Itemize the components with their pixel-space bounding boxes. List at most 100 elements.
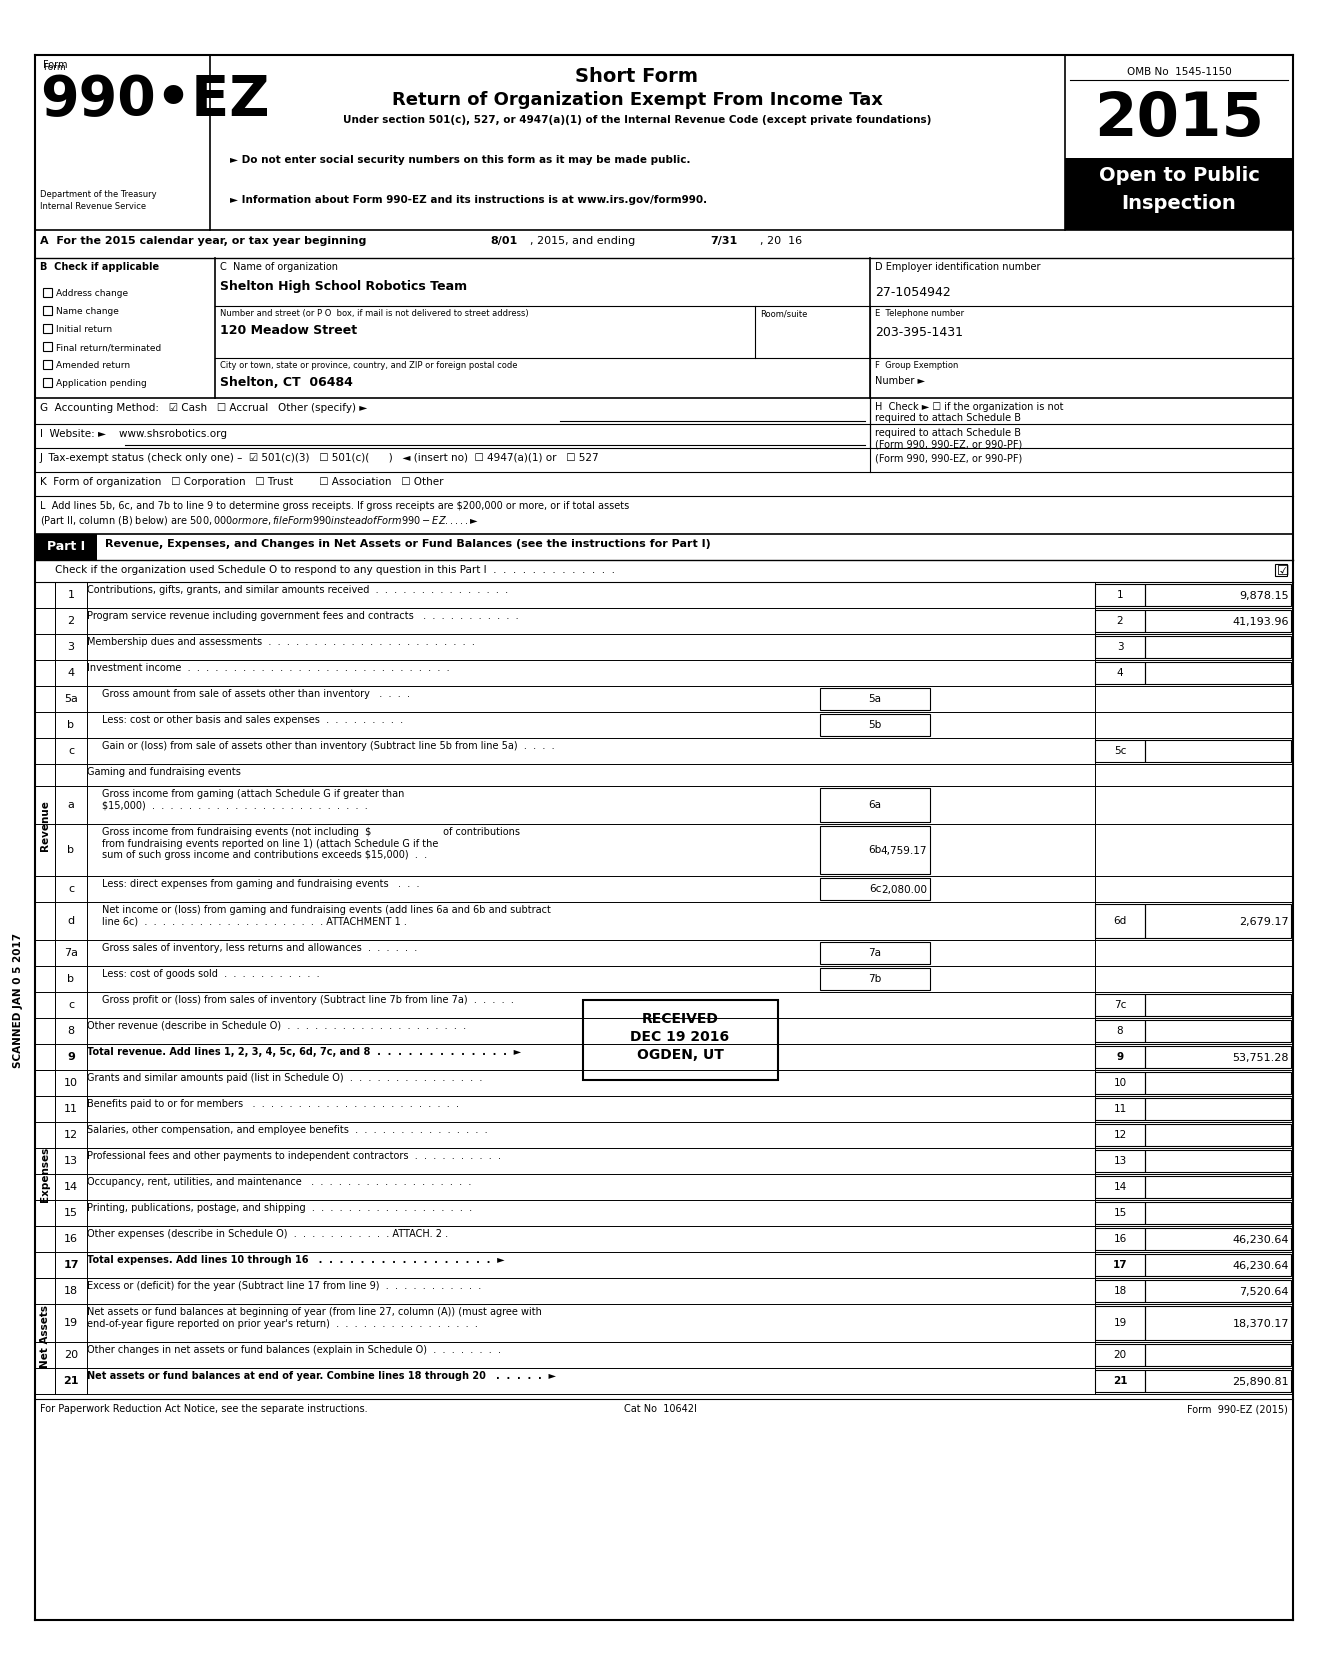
Bar bbox=[42, 288, 52, 298]
Text: 9,878.15: 9,878.15 bbox=[1239, 592, 1289, 602]
Text: 17: 17 bbox=[64, 1260, 78, 1270]
Text: required to attach Schedule B: required to attach Schedule B bbox=[875, 413, 1021, 423]
Text: 21: 21 bbox=[64, 1375, 78, 1385]
Text: Gross income from gaming (attach Schedule G if greater than
$15,000)  .  .  .  .: Gross income from gaming (attach Schedul… bbox=[102, 788, 404, 810]
Bar bbox=[1096, 636, 1145, 658]
Text: OGDEN, UT: OGDEN, UT bbox=[636, 1048, 724, 1061]
Bar bbox=[1096, 1150, 1145, 1172]
Bar bbox=[819, 788, 930, 822]
Text: ► Do not enter social security numbers on this form as it may be made public.: ► Do not enter social security numbers o… bbox=[230, 155, 691, 165]
Bar bbox=[1145, 636, 1291, 658]
Text: E  Telephone number: E Telephone number bbox=[875, 309, 964, 317]
Text: Program service revenue including government fees and contracts   .  .  .  .  . : Program service revenue including govern… bbox=[88, 612, 519, 622]
Text: (Form 990, 990-EZ, or 990-PF): (Form 990, 990-EZ, or 990-PF) bbox=[875, 453, 1023, 463]
Bar bbox=[1096, 1370, 1145, 1392]
Text: J  Tax-exempt status (check only one) –  ☑ 501(c)(3)   ☐ 501(c)(      )   ◄ (ins: J Tax-exempt status (check only one) – ☑… bbox=[40, 453, 600, 463]
Text: Inspection: Inspection bbox=[1122, 193, 1236, 213]
Text: 9: 9 bbox=[66, 1051, 74, 1061]
Text: Gross amount from sale of assets other than inventory   .  .  .  .: Gross amount from sale of assets other t… bbox=[102, 689, 410, 699]
Bar bbox=[1275, 564, 1287, 575]
Text: c: c bbox=[68, 1000, 74, 1010]
Text: Expenses: Expenses bbox=[40, 1147, 50, 1202]
Bar bbox=[1096, 1344, 1145, 1365]
Text: Total expenses. Add lines 10 through 16   .  .  .  .  .  .  .  .  .  .  .  .  . : Total expenses. Add lines 10 through 16 … bbox=[88, 1255, 505, 1265]
Text: 7,520.64: 7,520.64 bbox=[1239, 1288, 1289, 1298]
Text: 12: 12 bbox=[1113, 1131, 1126, 1141]
Text: 203-395-1431: 203-395-1431 bbox=[875, 326, 963, 339]
Bar bbox=[35, 582, 54, 1069]
Text: 5a: 5a bbox=[64, 694, 78, 704]
Bar bbox=[1096, 1073, 1145, 1094]
Bar bbox=[42, 306, 52, 316]
Text: ► Information about Form 990-EZ and its instructions is at www.irs.gov/form990.: ► Information about Form 990-EZ and its … bbox=[230, 195, 706, 205]
Text: ☑: ☑ bbox=[1278, 564, 1289, 579]
Text: Other expenses (describe in Schedule O)  .  .  .  .  .  .  .  .  .  .  . ATTACH.: Other expenses (describe in Schedule O) … bbox=[88, 1228, 448, 1240]
Text: F  Group Exemption: F Group Exemption bbox=[875, 360, 959, 370]
Bar bbox=[1145, 1370, 1291, 1392]
Text: 7a: 7a bbox=[869, 949, 882, 959]
Text: required to attach Schedule B: required to attach Schedule B bbox=[875, 428, 1021, 438]
Text: 18,370.17: 18,370.17 bbox=[1232, 1319, 1289, 1329]
Bar bbox=[1096, 661, 1145, 684]
Text: Other changes in net assets or fund balances (explain in Schedule O)  .  .  .  .: Other changes in net assets or fund bala… bbox=[88, 1346, 501, 1355]
Text: Cat No  10642I: Cat No 10642I bbox=[624, 1403, 696, 1413]
Bar bbox=[42, 379, 52, 387]
Text: 19: 19 bbox=[64, 1317, 78, 1327]
Text: Gross sales of inventory, less returns and allowances  .  .  .  .  .  .: Gross sales of inventory, less returns a… bbox=[102, 942, 417, 954]
Text: 18: 18 bbox=[1113, 1286, 1126, 1296]
Text: 990•EZ: 990•EZ bbox=[40, 73, 270, 127]
Bar bbox=[583, 1000, 778, 1079]
Text: Gross income from fundraising events (not including  $                       of : Gross income from fundraising events (no… bbox=[102, 826, 521, 860]
Text: 11: 11 bbox=[64, 1104, 78, 1114]
Bar bbox=[1096, 1020, 1145, 1041]
Text: Net assets or fund balances at beginning of year (from line 27, column (A)) (mus: Net assets or fund balances at beginning… bbox=[88, 1308, 542, 1329]
Text: Shelton, CT  06484: Shelton, CT 06484 bbox=[220, 375, 353, 388]
Text: 2,080.00: 2,080.00 bbox=[880, 884, 927, 894]
Text: 1: 1 bbox=[68, 590, 74, 600]
Bar bbox=[1145, 1020, 1291, 1041]
Text: 16: 16 bbox=[1113, 1235, 1126, 1245]
Text: 18: 18 bbox=[64, 1286, 78, 1296]
Text: Internal Revenue Service: Internal Revenue Service bbox=[40, 202, 146, 212]
Bar bbox=[1096, 1124, 1145, 1146]
Text: 8/01: 8/01 bbox=[490, 236, 517, 246]
Text: Form: Form bbox=[42, 60, 68, 69]
Text: Name change: Name change bbox=[56, 307, 120, 316]
Text: 27-1054942: 27-1054942 bbox=[875, 286, 951, 299]
Text: Revenue: Revenue bbox=[40, 800, 50, 851]
Text: Final return/terminated: Final return/terminated bbox=[56, 344, 161, 352]
Text: 3: 3 bbox=[1117, 641, 1123, 651]
Text: 7c: 7c bbox=[1114, 1000, 1126, 1010]
Text: Net income or (loss) from gaming and fundraising events (add lines 6a and 6b and: Net income or (loss) from gaming and fun… bbox=[102, 904, 551, 927]
Bar bbox=[35, 1278, 54, 1393]
Text: b: b bbox=[68, 974, 74, 984]
Text: 10: 10 bbox=[64, 1078, 78, 1088]
Text: Application pending: Application pending bbox=[56, 379, 147, 388]
Bar bbox=[1096, 1279, 1145, 1303]
Text: 2: 2 bbox=[1117, 617, 1123, 626]
Text: Excess or (deficit) for the year (Subtract line 17 from line 9)  .  .  .  .  .  : Excess or (deficit) for the year (Subtra… bbox=[88, 1281, 481, 1291]
Text: 4: 4 bbox=[1117, 668, 1123, 678]
Bar bbox=[1145, 584, 1291, 607]
Text: (Form 990, 990-EZ, or 990-PF): (Form 990, 990-EZ, or 990-PF) bbox=[875, 440, 1023, 450]
Text: Other revenue (describe in Schedule O)  .  .  .  .  .  .  .  .  .  .  .  .  .  .: Other revenue (describe in Schedule O) .… bbox=[88, 1022, 466, 1031]
Text: C  Name of organization: C Name of organization bbox=[220, 261, 339, 273]
Text: 16: 16 bbox=[64, 1235, 78, 1245]
Text: 46,230.64: 46,230.64 bbox=[1232, 1261, 1289, 1271]
Bar bbox=[819, 969, 930, 990]
Bar bbox=[1145, 1306, 1291, 1341]
Text: 5a: 5a bbox=[869, 694, 882, 704]
Text: 8: 8 bbox=[1117, 1027, 1123, 1036]
Text: 4: 4 bbox=[68, 668, 74, 678]
Text: 8: 8 bbox=[68, 1027, 74, 1036]
Text: City or town, state or province, country, and ZIP or foreign postal code: City or town, state or province, country… bbox=[220, 360, 518, 370]
Text: 6b: 6b bbox=[869, 845, 882, 855]
Bar bbox=[1145, 1344, 1291, 1365]
Text: OMB No  1545-1150: OMB No 1545-1150 bbox=[1126, 68, 1231, 78]
Bar bbox=[1096, 1306, 1145, 1341]
Text: c: c bbox=[68, 746, 74, 755]
Bar bbox=[42, 342, 52, 350]
Text: K  Form of organization   ☐ Corporation   ☐ Trust        ☐ Association   ☐ Other: K Form of organization ☐ Corporation ☐ T… bbox=[40, 478, 444, 488]
Bar bbox=[1145, 1175, 1291, 1198]
Text: Room/suite: Room/suite bbox=[760, 309, 807, 317]
